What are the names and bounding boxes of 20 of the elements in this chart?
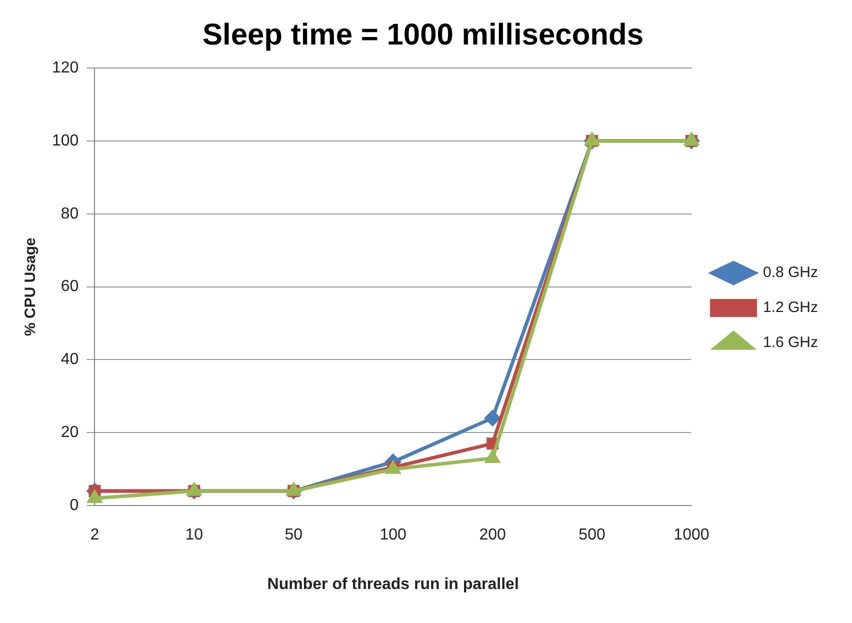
chart-title: Sleep time = 1000 milliseconds bbox=[202, 18, 644, 52]
x-tick-label: 1000 bbox=[674, 526, 710, 544]
x-tick-label: 500 bbox=[578, 526, 606, 544]
y-tick-label: 80 bbox=[60, 205, 79, 222]
y-axis-title: % CPU Usage bbox=[22, 238, 40, 336]
x-tick-label: 200 bbox=[479, 526, 506, 544]
x-tick-label: 50 bbox=[284, 526, 303, 544]
y-tick-label: 20 bbox=[60, 424, 79, 442]
y-tick-label: 0 bbox=[70, 497, 79, 514]
x-axis-title: Number of threads run in parallel bbox=[267, 576, 519, 593]
x-tick-label: 2 bbox=[90, 526, 100, 544]
y-tick-label: 120 bbox=[52, 59, 79, 76]
legend-label: 1.6 GHz bbox=[762, 334, 818, 352]
legend-label: 1.2 GHz bbox=[762, 299, 818, 316]
y-tick-label: 60 bbox=[60, 278, 79, 296]
x-tick-label: 100 bbox=[380, 526, 407, 544]
legend-label: 0.8 GHz bbox=[762, 264, 818, 282]
y-tick-label: 100 bbox=[52, 132, 79, 150]
y-tick-label: 40 bbox=[60, 351, 79, 368]
x-tick-label: 10 bbox=[185, 526, 204, 544]
